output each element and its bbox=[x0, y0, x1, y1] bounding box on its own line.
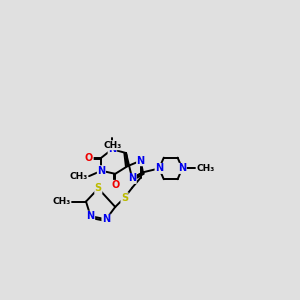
Text: CH₃: CH₃ bbox=[103, 141, 121, 150]
Text: N: N bbox=[86, 211, 95, 221]
Text: N: N bbox=[97, 166, 106, 176]
Text: N: N bbox=[108, 144, 116, 154]
Text: N: N bbox=[178, 164, 186, 173]
Text: N: N bbox=[155, 164, 163, 173]
Text: O: O bbox=[111, 180, 119, 190]
Text: CH₃: CH₃ bbox=[52, 197, 70, 206]
Text: CH₃: CH₃ bbox=[197, 164, 215, 173]
Text: CH₃: CH₃ bbox=[69, 172, 88, 181]
Text: N: N bbox=[128, 173, 136, 184]
Text: N: N bbox=[136, 156, 145, 166]
Text: N: N bbox=[102, 214, 110, 224]
Text: S: S bbox=[95, 184, 102, 194]
Text: S: S bbox=[121, 193, 128, 203]
Text: O: O bbox=[85, 153, 93, 163]
